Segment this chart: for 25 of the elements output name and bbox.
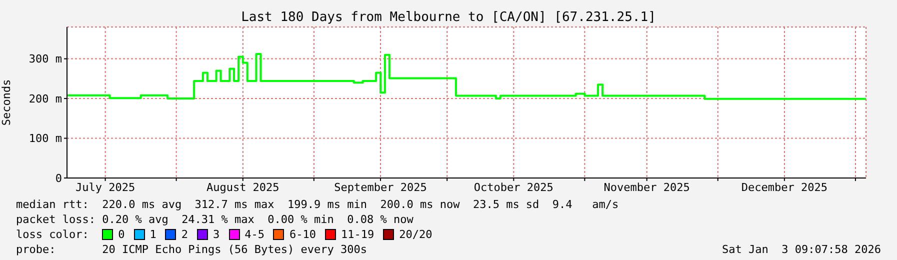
legend-label: 11-19 bbox=[340, 227, 374, 242]
x-tick-label: July 2025 bbox=[75, 180, 136, 194]
x-tick-label: December 2025 bbox=[741, 180, 828, 194]
legend-label: 3 bbox=[212, 227, 220, 242]
y-tick-label: 300 m bbox=[28, 52, 62, 66]
text: Sat Jan 3 09:07:58 2026 bbox=[722, 242, 881, 257]
x-tick-label: October 2025 bbox=[474, 180, 554, 194]
x-tick-label: September 2025 bbox=[334, 180, 427, 194]
legend-label: 0 bbox=[118, 227, 125, 242]
x-tick-label: August 2025 bbox=[206, 180, 280, 194]
text: packet loss: 0.20 % avg 24.31 % max 0.00 % min 0.08 % now bbox=[16, 212, 414, 227]
x-tick-label: November 2025 bbox=[604, 180, 690, 194]
legend-label: 4-5 bbox=[244, 227, 264, 242]
legend-label: 2 bbox=[181, 227, 188, 242]
legend-label: 6-10 bbox=[289, 227, 316, 242]
legend-label: 1 bbox=[150, 227, 156, 242]
y-axis-title: Seconds bbox=[0, 79, 13, 126]
y-tick-label: 0 bbox=[55, 172, 62, 185]
text: median rtt: 220.0 ms avg 312.7 ms max 199.9 ms min 200.0 ms now 23.5 ms sd 9.4 am/s bbox=[16, 197, 620, 212]
y-tick-label: 200 m bbox=[28, 92, 62, 106]
text: probe: 20 ICMP Echo Pings (56 Bytes) every 300s bbox=[16, 242, 367, 257]
legend-label: 20/20 bbox=[399, 227, 432, 242]
legend-title: loss color: bbox=[16, 227, 90, 242]
y-tick-label: 100 m bbox=[28, 132, 62, 146]
chart-title: Last 180 Days from Melbourne to [CA/ON] [67.231.25.1] bbox=[240, 10, 657, 25]
